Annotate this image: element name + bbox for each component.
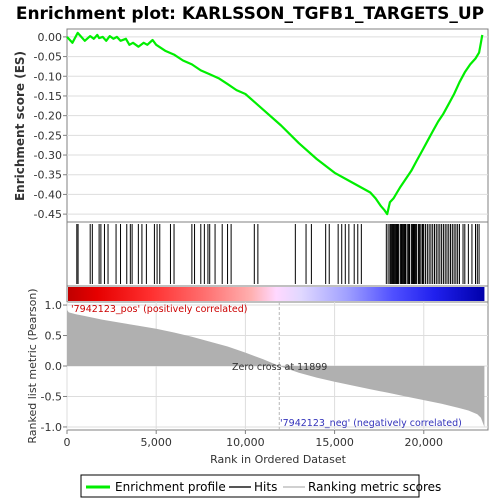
metric-tick-label: -0.5 [41,390,62,403]
enrichment-panel: 0.00 -0.05 -0.10 -0.15 -0.20 -0.25 -0.30 -0.35 -… [13,28,489,223]
legend: Enrichment profile Hits Ranking metric s… [80,474,441,498]
hits-frame [66,221,489,287]
es-tick-label: -0.25 [34,129,62,142]
es-tick-label: -0.30 [34,149,62,162]
es-tick-label: -0.35 [34,169,62,182]
enrichment-profile-line [66,31,484,216]
metric-panel: '7942123_pos' (positively correlated) Ze… [26,288,489,466]
metric-y-axis-label: Ranked list metric (Pearson) [26,288,39,443]
es-tick-label: -0.10 [34,70,62,83]
es-tick-label: -0.05 [34,51,62,64]
es-plot-frame [66,28,489,223]
metric-area [67,309,485,427]
metric-tick-label: -1.0 [41,421,62,434]
metric-tick-label: 0.0 [45,360,63,373]
zero-cross-annotation: Zero cross at 11899 [232,362,327,373]
metric-tick-label: 0.5 [45,330,63,343]
x-tick-label: 5,000 [140,436,172,449]
es-tick-label: -0.15 [34,90,62,103]
legend-metric-label: Ranking metric scores [308,480,441,494]
chart-title: Enrichment plot: KARLSSON_TGFB1_TARGETS_… [16,4,484,24]
hits-panel [66,221,489,287]
legend-hits-label: Hits [254,480,277,494]
x-tick-label: 10,000 [226,436,265,449]
es-tick-label: 0.00 [38,31,63,44]
metric-x-ticks: 0 5,000 10,000 15,000 20,000 [64,430,444,449]
metric-tick-label: 1.0 [45,299,63,312]
colorbar-gradient [68,287,485,301]
rank-colorbar [66,285,489,303]
neg-annotation: '7942123_neg' (negatively correlated) [280,418,462,429]
es-y-axis-label: Enrichment score (ES) [13,51,27,201]
metric-y-ticks: 1.0 0.5 0.0 -0.5 -1.0 [41,299,67,434]
x-axis-label: Rank in Ordered Dataset [210,453,347,466]
pos-annotation: '7942123_pos' (positively correlated) [71,304,247,315]
es-y-ticks: 0.00 -0.05 -0.10 -0.15 -0.20 -0.25 -0.30 -0.35 -… [34,31,67,221]
legend-enrichment-label: Enrichment profile [115,480,226,494]
es-tick-label: -0.45 [34,208,62,221]
es-tick-label: -0.40 [34,188,62,201]
es-tick-label: -0.20 [34,110,62,123]
x-tick-label: 0 [64,436,71,449]
hit-marks [76,224,480,284]
es-grid [67,36,488,215]
x-tick-label: 20,000 [405,436,444,449]
x-tick-label: 15,000 [315,436,354,449]
